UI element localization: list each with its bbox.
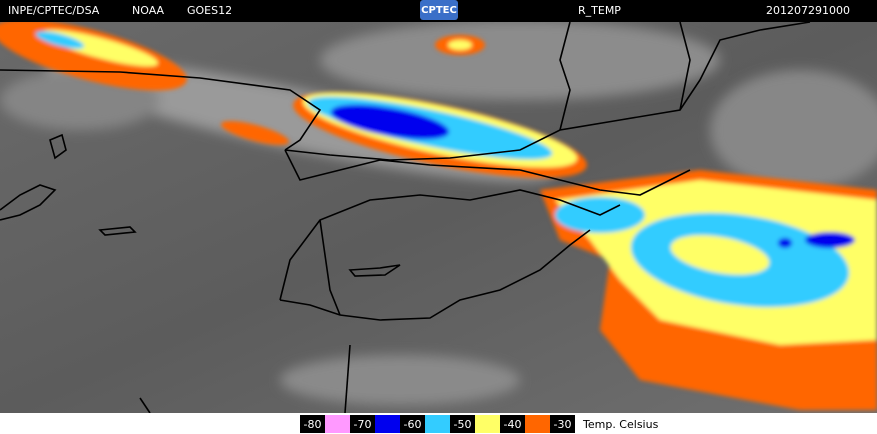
legend-swatch [475,415,500,433]
legend: -80 -70 -60 -50 -40 -30 Temp. Celsius [300,415,659,433]
legend-label-box [550,415,575,433]
cold-tops [0,19,877,410]
legend-label-box [300,415,325,433]
logo-box [420,0,458,20]
legend-label-box [400,415,425,433]
legend-label: -50 [454,418,472,431]
legend-unit: Temp. Celsius [582,418,659,431]
legend-label: -30 [554,418,572,431]
legend-label-box [500,415,525,433]
legend-label-box [450,415,475,433]
header-agency: NOAA [132,4,165,17]
legend-swatch [525,415,550,433]
header-timestamp: 201207291000 [766,4,850,17]
header-satellite: GOES12 [187,4,232,17]
header-product: R_TEMP [578,4,621,17]
logo: CPTEC [421,5,457,16]
legend-label: -70 [354,418,372,431]
legend-label: -60 [404,418,422,431]
legend-swatch [425,415,450,433]
legend-label-box [350,415,375,433]
legend-swatch [325,415,350,433]
legend-label: -40 [504,418,522,431]
legend-swatch [375,415,400,433]
coastlines [0,21,811,414]
legend-label: -80 [304,418,322,431]
header-source: INPE/CPTEC/DSA [8,4,100,17]
